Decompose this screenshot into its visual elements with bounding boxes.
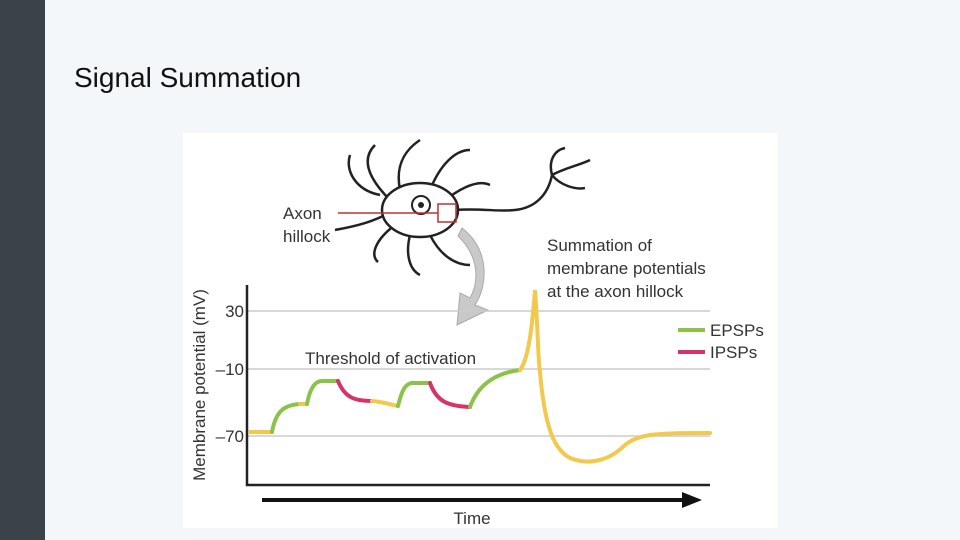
y-tick-label: –10 [216,360,244,379]
y-tick-label: –70 [216,427,244,446]
y-tick-label: 30 [225,302,244,321]
threshold-label: Threshold of activation [305,349,476,368]
axon-label: hillock [283,227,331,246]
neuron [334,138,591,277]
hillock-box [437,203,457,223]
legend-label: EPSPs [710,321,764,340]
legend-label: IPSPs [710,343,757,362]
side-bar [0,0,45,540]
summation-label: Summation of [547,236,652,255]
summation-label: membrane potentials [547,259,706,278]
axon-label: Axon [283,204,322,223]
zoom-arrow [456,227,490,326]
x-axis-label: Time [453,509,490,528]
grid [247,310,710,437]
potential-curve [248,289,712,464]
y-axis-label: Membrane potential (mV) [190,289,209,481]
slide-title: Signal Summation [74,62,302,93]
summation-label: at the axon hillock [547,282,684,301]
time-arrow-head [682,492,702,508]
axes [245,285,710,487]
